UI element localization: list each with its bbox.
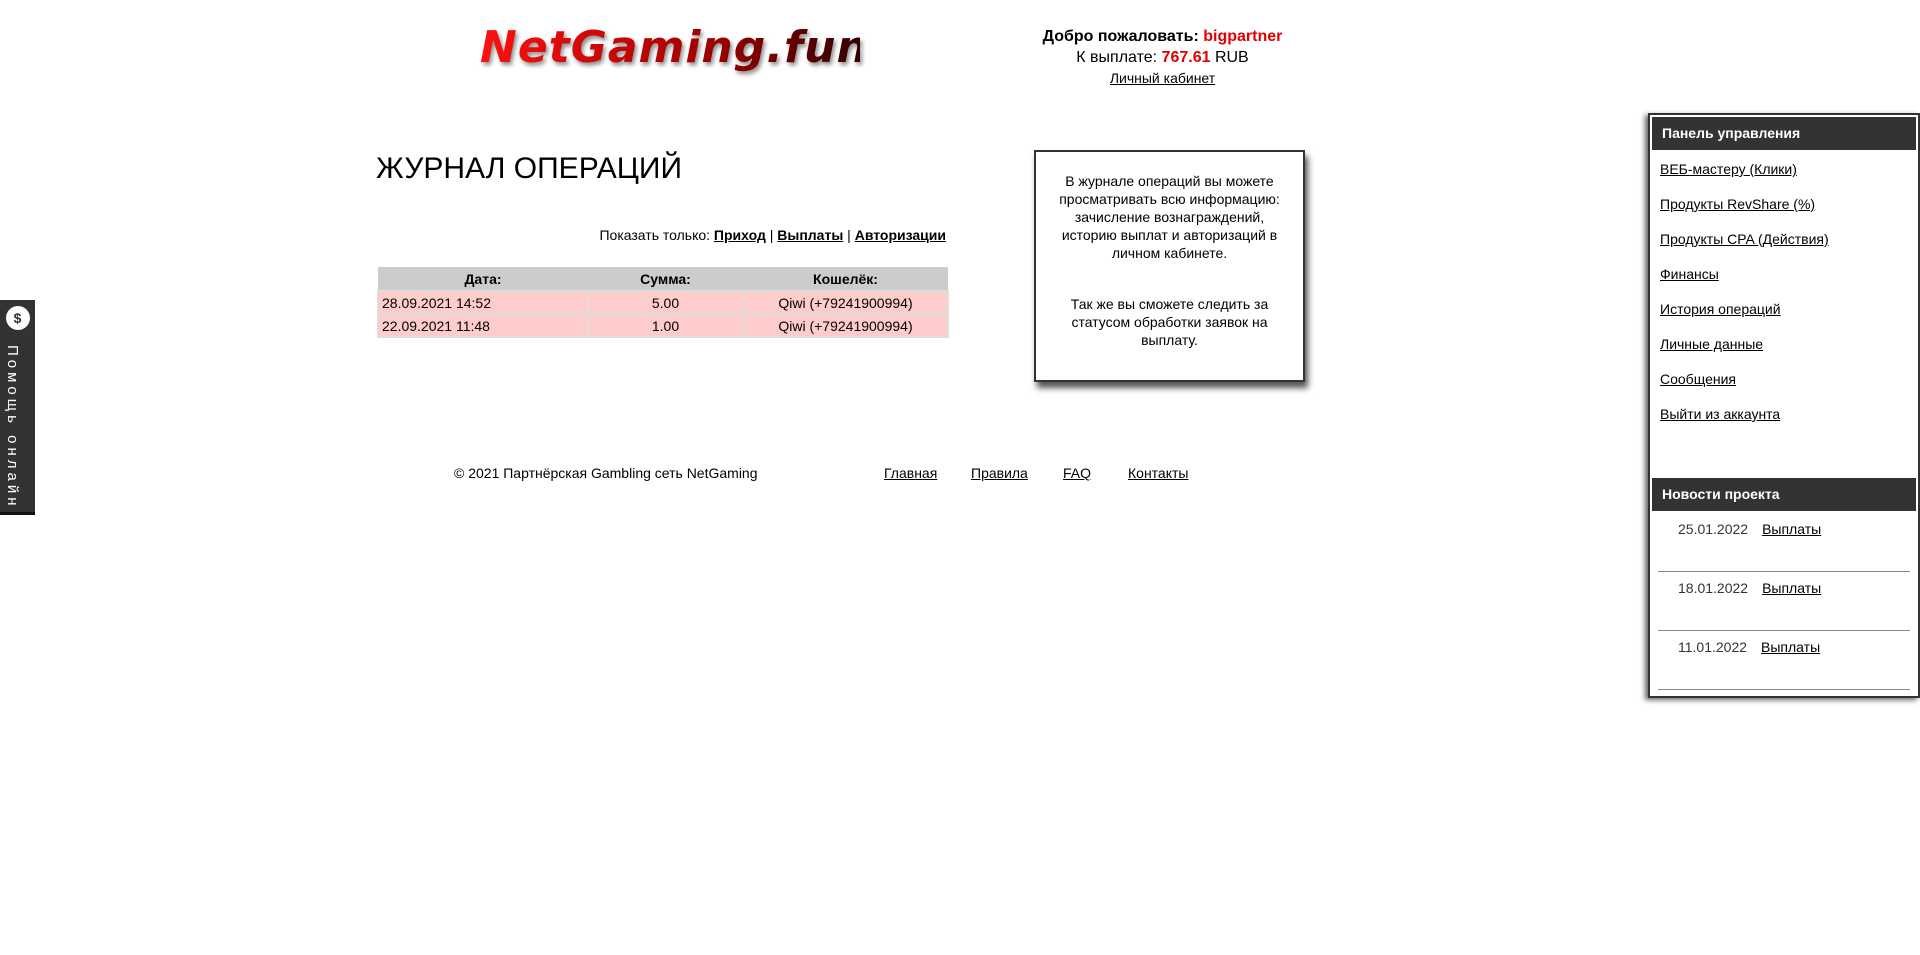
footer-link-rules[interactable]: Правила: [971, 465, 1028, 481]
table-row: 22.09.2021 11:48 1.00 Qiwi (+79241900994…: [377, 313, 949, 338]
cell-amount: 1.00: [587, 313, 744, 338]
help-online-tab[interactable]: $ Помощь онлайн: [0, 300, 35, 515]
payout-label: К выплате:: [1076, 49, 1158, 66]
table-header: Дата: Сумма: Кошелёк:: [378, 267, 948, 291]
cell-amount: 5.00: [587, 290, 744, 315]
info-text: Так же вы сможете следить за статусом об…: [1070, 296, 1269, 348]
sidebar-item-cpa[interactable]: Продукты CPA (Действия): [1660, 231, 1829, 247]
cell-wallet: Qiwi (+79241900994): [742, 290, 949, 315]
cell-date: 22.09.2021 11:48: [377, 313, 589, 338]
news-item: 18.01.2022 Выплаты: [1658, 572, 1910, 631]
payout-amount: 767.61: [1161, 49, 1211, 66]
cell-wallet: Qiwi (+79241900994): [742, 313, 949, 338]
sidebar-item-webmaster[interactable]: ВЕБ-мастеру (Клики): [1660, 161, 1797, 177]
col-amount: Сумма:: [588, 267, 743, 291]
filter-label: Показать только:: [599, 227, 711, 243]
panel-title: Панель управления: [1652, 117, 1916, 150]
site-logo[interactable]: NetGaming.fun: [480, 22, 868, 78]
cabinet-link[interactable]: Личный кабинет: [1109, 70, 1216, 86]
col-wallet: Кошелёк:: [743, 267, 948, 291]
news-title: Новости проекта: [1652, 478, 1916, 511]
filter-bar: Показать только: Приход | Выплаты | Авто…: [599, 227, 946, 243]
sidebar-item-history[interactable]: История операций: [1660, 301, 1781, 317]
footer-link-home[interactable]: Главная: [884, 465, 938, 481]
news-link[interactable]: Выплаты: [1762, 580, 1822, 596]
news-date: 18.01.2022: [1678, 580, 1749, 596]
news-item: 25.01.2022 Выплаты: [1658, 513, 1910, 572]
sidebar-item-profile[interactable]: Личные данные: [1660, 336, 1764, 352]
news-link[interactable]: Выплаты: [1762, 521, 1822, 537]
copyright: © 2021 Партнёрская Gambling сеть NetGami…: [454, 465, 758, 481]
separator: |: [769, 227, 774, 243]
page-title: ЖУРНАЛ ОПЕРАЦИЙ: [376, 152, 683, 185]
filter-payouts-link[interactable]: Выплаты: [777, 227, 844, 243]
sidebar-item-finance[interactable]: Финансы: [1660, 266, 1719, 282]
welcome-label: Добро пожаловать:: [1042, 28, 1199, 45]
news-date: 25.01.2022: [1678, 521, 1749, 537]
sidebar-item-revshare[interactable]: Продукты RevShare (%): [1660, 196, 1816, 212]
info-box: В журнале операций вы можете просматрива…: [1034, 150, 1305, 382]
operations-table: Дата: Сумма: Кошелёк: 28.09.2021 14:52 5…: [377, 267, 949, 338]
footer-link-contacts[interactable]: Контакты: [1128, 465, 1189, 481]
news-list: 25.01.2022 Выплаты 18.01.2022 Выплаты 11.0…: [1650, 513, 1918, 690]
username: bigpartner: [1203, 28, 1283, 45]
info-text: В журнале операций вы можете просматрива…: [1059, 173, 1280, 261]
footer-link-faq[interactable]: FAQ: [1063, 465, 1092, 481]
sidebar: Панель управления ВЕБ-мастеру (Клики) Пр…: [1648, 113, 1920, 698]
news-date: 11.01.2022: [1678, 639, 1748, 655]
sidebar-item-logout[interactable]: Выйти из аккаунта: [1660, 406, 1781, 422]
news-item: 11.01.2022 Выплаты: [1658, 631, 1910, 690]
user-welcome: Добро пожаловать: bigpartner К выплате: …: [1020, 26, 1305, 89]
news-link[interactable]: Выплаты: [1761, 639, 1821, 655]
help-label: Помощь онлайн: [4, 345, 21, 510]
currency: RUB: [1214, 49, 1249, 66]
table-row: 28.09.2021 14:52 5.00 Qiwi (+79241900994…: [377, 290, 949, 315]
col-date: Дата:: [378, 267, 588, 291]
filter-income-link[interactable]: Приход: [713, 227, 766, 243]
filter-auth-link[interactable]: Авторизации: [854, 227, 946, 243]
cell-date: 28.09.2021 14:52: [377, 290, 589, 315]
sidebar-item-messages[interactable]: Сообщения: [1660, 371, 1736, 387]
separator: |: [847, 227, 851, 243]
chat-dollar-icon: $: [5, 306, 30, 330]
